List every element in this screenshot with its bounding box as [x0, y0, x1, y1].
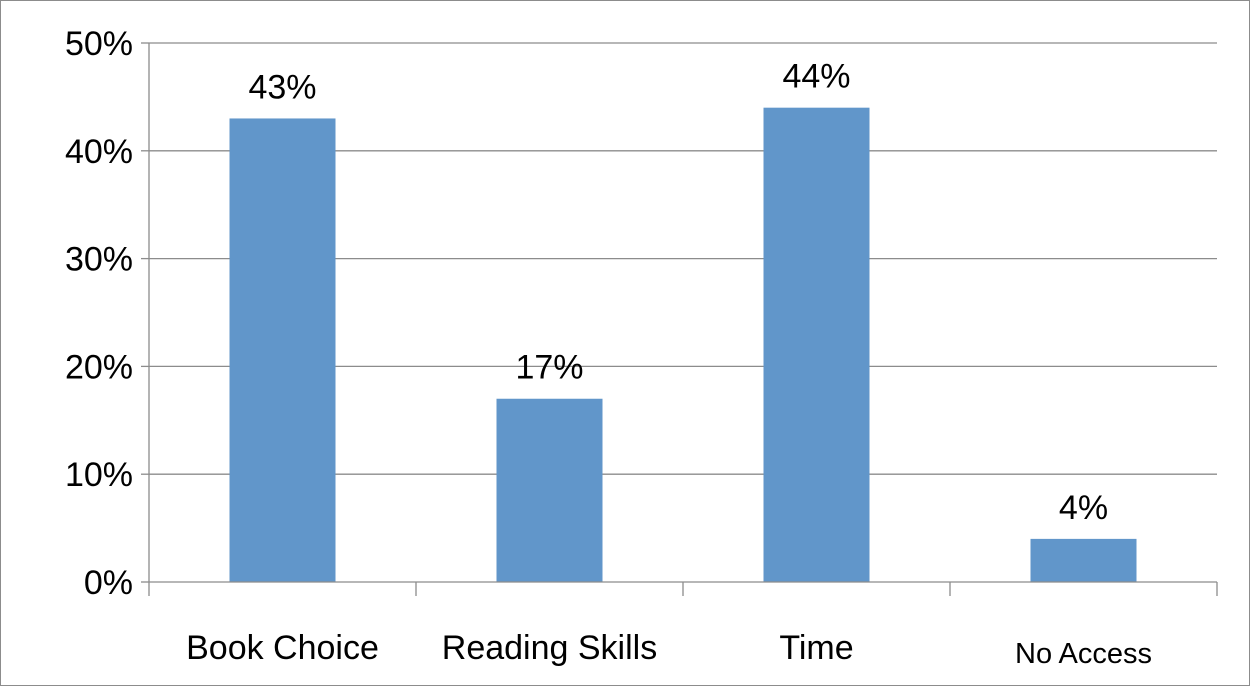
axes [141, 42, 1218, 596]
y-tick-label: 30% [65, 241, 133, 279]
bar-time [763, 107, 870, 583]
y-tick-label: 10% [65, 456, 133, 494]
bar-reading-skills [496, 398, 603, 582]
category-label: Time [779, 629, 853, 667]
data-label: 44% [782, 58, 850, 96]
bars [229, 107, 1137, 583]
category-label: Reading Skills [442, 629, 657, 667]
data-label: 4% [1059, 489, 1108, 527]
y-tick-label: 0% [84, 564, 133, 602]
bar-book-choice [229, 118, 336, 583]
category-label: Book Choice [186, 629, 379, 667]
y-tick-label: 50% [65, 25, 133, 63]
bar-no-access [1030, 538, 1137, 582]
category-label: No Access [1015, 638, 1152, 670]
data-label: 17% [515, 349, 583, 387]
data-label: 43% [248, 68, 316, 106]
y-tick-label: 20% [65, 348, 133, 386]
labels: 0% 10% 20% 30% 40% 50% 43% Book Choice 17% Readin… [65, 25, 1152, 670]
y-tick-label: 40% [65, 133, 133, 171]
